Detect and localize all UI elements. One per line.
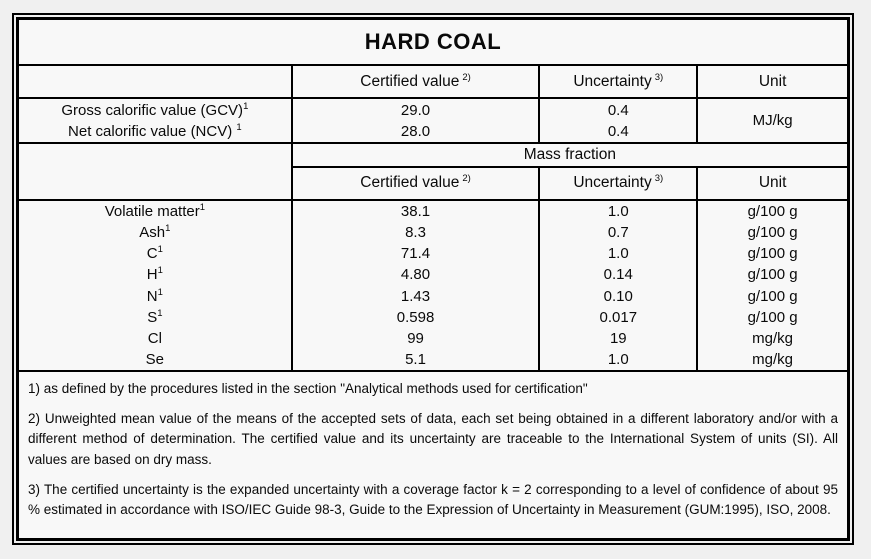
param-text: Cl: [147, 329, 162, 347]
param-label: H1: [18, 264, 292, 285]
page-title: HARD COAL: [17, 18, 849, 67]
gcv-label: Gross calorific value (GCV): [61, 101, 244, 119]
cell-certified-gcv: 29.0: [290, 98, 540, 121]
param-label: Se: [17, 348, 292, 372]
cell-unit: g/100 g: [696, 285, 849, 307]
cell-unit: g/100 g: [696, 222, 849, 244]
cell-uncertainty: 1.0: [538, 348, 698, 372]
table-row-chlorine: Cl 99 19 mg/kg: [18, 327, 849, 349]
col-header-certified-value: Certified value 2): [290, 65, 540, 100]
col-header-uncertainty: Uncertainty 3): [538, 65, 698, 100]
mass-fraction-header: Mass fraction: [290, 142, 849, 168]
param-footnote-marker: 1: [157, 286, 163, 298]
param-text: Volatile matter: [104, 203, 200, 221]
cell-certified: 0.598: [290, 306, 540, 328]
table-row-selenium: Se 5.1 1.0 mg/kg: [17, 348, 849, 372]
cell-certified: 99: [290, 327, 540, 349]
title-row: HARD COAL: [17, 18, 849, 67]
cell-uncertainty: 1.0: [538, 200, 698, 223]
col-header-certified-value-2: Certified value 2): [290, 166, 540, 202]
header-row-2: Certified value 2) Uncertainty 3) Unit: [18, 166, 849, 202]
table-row-ash: Ash1 8.3 0.7 g/100 g: [18, 222, 849, 244]
header-row-1: Certified value 2) Uncertainty 3) Unit: [17, 65, 849, 100]
certified-value-footnote-marker: 2): [462, 71, 471, 83]
footnote-2: 2) Unweighted mean value of the means of…: [28, 411, 838, 467]
param-footnote-marker: 1: [157, 307, 163, 319]
cell-unit: g/100 g: [696, 200, 849, 223]
certified-value-footnote-marker-2: 2): [462, 173, 471, 185]
cell-uncertainty: 0.017: [538, 306, 698, 328]
cell-unit: g/100 g: [696, 243, 849, 265]
ncv-label: Net calorific value (NCV): [68, 122, 237, 140]
uncertainty-footnote-marker: 3): [654, 71, 664, 83]
param-text: S: [147, 308, 158, 326]
cell-certified: 8.3: [290, 222, 540, 244]
cell-certified: 1.43: [290, 285, 540, 307]
header-empty-cell: [17, 65, 292, 100]
mass-fraction-row: Mass fraction: [17, 142, 849, 202]
cell-uncertainty: 0.14: [538, 264, 698, 286]
gcv-footnote-marker: 1: [243, 100, 249, 112]
cell-certified: 38.1: [290, 200, 540, 223]
cell-uncertainty-ncv: 0.4: [538, 120, 698, 144]
col-header-unit: Unit: [696, 65, 849, 100]
cell-uncertainty: 0.10: [538, 285, 698, 307]
footnote-1: 1) as defined by the procedures listed i…: [28, 380, 588, 396]
cell-unit-calorific: MJ/kg: [696, 98, 849, 144]
col-header-unit-2: Unit: [696, 166, 849, 202]
hard-coal-table: HARD COAL Certified value 2) Uncertainty 3…: [16, 17, 850, 541]
cell-certified: 71.4: [290, 243, 540, 265]
footnote-3: 3) The certified uncertainty is the expa…: [28, 481, 838, 518]
cell-certified: 4.80: [290, 264, 540, 286]
cell-uncertainty-gcv: 0.4: [538, 98, 698, 121]
param-label: C1: [18, 243, 292, 264]
ncv-footnote-marker: 1: [236, 121, 242, 133]
cell-unit: mg/kg: [696, 348, 849, 372]
cell-unit: g/100 g: [696, 306, 849, 328]
table-row-ncv: Net calorific value (NCV) 1 28.0 0.4: [17, 120, 849, 144]
param-footnote-marker: 1: [199, 202, 206, 214]
param-text: N: [146, 287, 158, 305]
param-label: Ash1: [18, 222, 292, 243]
cell-unit: mg/kg: [696, 327, 849, 349]
certified-value-label-2: Certified value: [360, 174, 460, 192]
param-text: H: [146, 266, 158, 284]
cell-unit: g/100 g: [696, 264, 849, 286]
table-row-carbon: C1 71.4 1.0 g/100 g: [18, 243, 849, 265]
footnotes-row: 1) as defined by the procedures listed i…: [18, 371, 849, 540]
param-label: N1: [18, 285, 292, 306]
param-label: S1: [18, 307, 292, 328]
param-label-ncv: Net calorific value (NCV) 1: [17, 120, 292, 144]
param-text: Ash: [139, 224, 166, 242]
param-label-gcv: Gross calorific value (GCV)1: [18, 98, 292, 120]
certified-value-label: Certified value: [360, 72, 460, 90]
cell-certified-ncv: 28.0: [290, 120, 540, 144]
param-footnote-marker: 1: [157, 244, 163, 256]
param-footnote-marker: 1: [165, 223, 171, 235]
param-footnote-marker: 1: [157, 265, 163, 277]
uncertainty-label-2: Uncertainty: [573, 174, 652, 192]
uncertainty-footnote-marker-2: 3): [654, 173, 664, 185]
certificate-outer-frame: HARD COAL Certified value 2) Uncertainty 3…: [12, 13, 854, 545]
cell-certified: 5.1: [290, 348, 540, 372]
uncertainty-label: Uncertainty: [573, 72, 652, 90]
table-row-volatile-matter: Volatile matter1 38.1 1.0 g/100 g: [18, 200, 849, 223]
cell-uncertainty: 19: [538, 327, 698, 349]
cell-uncertainty: 1.0: [538, 243, 698, 265]
mass-fraction-empty-cell: [17, 142, 292, 202]
param-label: Cl: [18, 328, 292, 349]
param-text: C: [146, 245, 158, 263]
col-header-uncertainty-2: Uncertainty 3): [538, 166, 698, 202]
cell-uncertainty: 0.7: [538, 222, 698, 244]
table-row-sulfur: S1 0.598 0.017 g/100 g: [18, 306, 849, 328]
param-label: Volatile matter1: [18, 200, 292, 222]
table-row-gcv: Gross calorific value (GCV)1 29.0 0.4 MJ…: [18, 98, 849, 144]
table-row-nitrogen: N1 1.43 0.10 g/100 g: [18, 285, 849, 307]
param-text: Se: [145, 350, 165, 368]
table-row-hydrogen: H1 4.80 0.14 g/100 g: [18, 264, 849, 286]
footnotes-section: 1) as defined by the procedures listed i…: [18, 371, 849, 540]
